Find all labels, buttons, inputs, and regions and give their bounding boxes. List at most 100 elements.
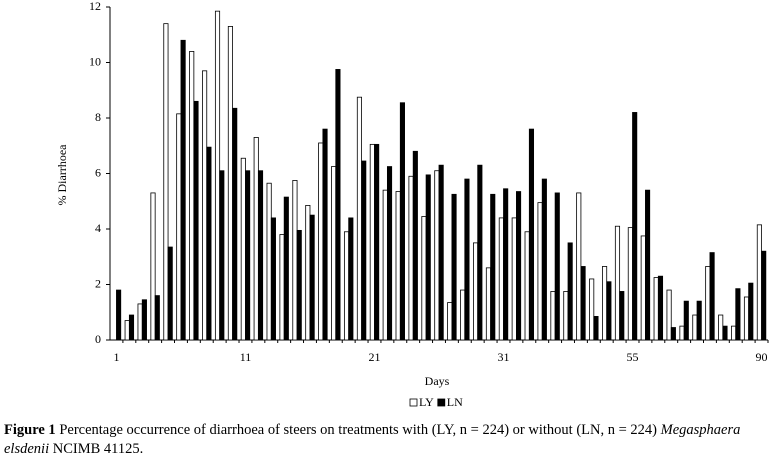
bar: [593, 316, 599, 341]
bar: [382, 189, 388, 341]
bar: [748, 282, 754, 341]
bar: [460, 289, 466, 341]
bar: [369, 143, 375, 341]
bar: [296, 229, 302, 341]
bar: [756, 224, 762, 341]
bar: [692, 314, 698, 341]
bar: [670, 327, 676, 341]
bar: [356, 96, 362, 341]
bar: [554, 192, 560, 341]
bar: [232, 107, 238, 341]
bar: [137, 303, 143, 341]
bar: [645, 189, 651, 341]
bar: [116, 289, 122, 341]
bar: [318, 142, 324, 341]
bar: [434, 170, 440, 341]
bar: [167, 246, 173, 341]
bar: [580, 266, 586, 341]
bar: [219, 170, 225, 341]
y-tick-label: 8: [95, 110, 101, 124]
bar: [731, 325, 737, 341]
bar: [386, 166, 393, 341]
bar: [589, 278, 595, 341]
bar: [245, 170, 251, 341]
y-tick-label: 2: [95, 276, 101, 290]
bar: [412, 150, 418, 341]
bar: [477, 164, 483, 341]
bar: [627, 227, 633, 341]
bar: [240, 157, 246, 341]
x-tick-label: 11: [240, 350, 252, 364]
bar: [576, 192, 582, 341]
bar: [180, 39, 186, 341]
bar: [563, 291, 569, 341]
x-tick-label: 55: [627, 350, 639, 364]
bar: [761, 250, 767, 341]
bar: [361, 160, 367, 341]
bar: [606, 281, 612, 341]
legend-label: LY: [419, 395, 434, 409]
y-tick-label: 6: [95, 165, 101, 179]
bar: [498, 217, 504, 341]
x-tick-label: 1: [113, 350, 119, 364]
bar: [202, 70, 208, 341]
bar: [335, 69, 341, 341]
bar: [485, 267, 492, 341]
bar: [683, 300, 689, 341]
x-tick-label: 31: [498, 350, 510, 364]
bar: [421, 216, 427, 341]
bar: [331, 166, 337, 341]
bar: [490, 193, 496, 341]
bar: [189, 51, 195, 341]
bar: [253, 137, 259, 341]
y-tick-label: 0: [95, 332, 101, 346]
bar: [503, 188, 509, 341]
bar: [425, 174, 431, 341]
bar: [438, 164, 444, 341]
bar: [473, 242, 479, 341]
y-tick-label: 10: [89, 54, 101, 68]
bar: [550, 291, 556, 341]
caption-text: Percentage occurrence of diarrhoea of st…: [59, 422, 657, 438]
bar: [257, 170, 264, 341]
bar: [270, 217, 276, 341]
bar: [451, 193, 457, 341]
bar: [537, 202, 543, 341]
bar: [516, 191, 522, 341]
bar: [657, 275, 664, 341]
bar: [567, 242, 573, 341]
bar: [614, 225, 621, 341]
caption-species: Megasphaera elsdenii: [4, 422, 741, 457]
legend-label: LN: [447, 395, 463, 409]
y-axis-label: % Diarrhoea: [55, 144, 69, 206]
bar: [283, 196, 289, 341]
bar: [348, 217, 354, 341]
bar: [309, 214, 315, 341]
legend-swatch: [437, 398, 446, 407]
y-tick-label: 4: [95, 221, 101, 235]
x-tick-label: 90: [756, 350, 768, 364]
bar: [541, 178, 547, 341]
caption: Figure 1 Percentage occurrence of diarrh…: [4, 421, 754, 459]
x-tick-label: 21: [368, 350, 380, 364]
bar: [150, 192, 156, 341]
bar: [722, 325, 728, 341]
bar: [718, 314, 724, 341]
bar: [653, 277, 659, 341]
bar: [666, 289, 672, 341]
bar: [227, 26, 233, 341]
bar: [705, 266, 711, 341]
bar: [305, 205, 311, 341]
bar: [447, 302, 453, 341]
bar: [292, 180, 298, 341]
bar: [206, 146, 212, 341]
bar: [524, 231, 530, 341]
bar: [374, 143, 380, 341]
bar: [511, 217, 517, 341]
caption-label: Figure 1: [4, 422, 56, 438]
bar: [528, 128, 535, 341]
bar: [640, 235, 646, 341]
bar: [602, 266, 608, 341]
